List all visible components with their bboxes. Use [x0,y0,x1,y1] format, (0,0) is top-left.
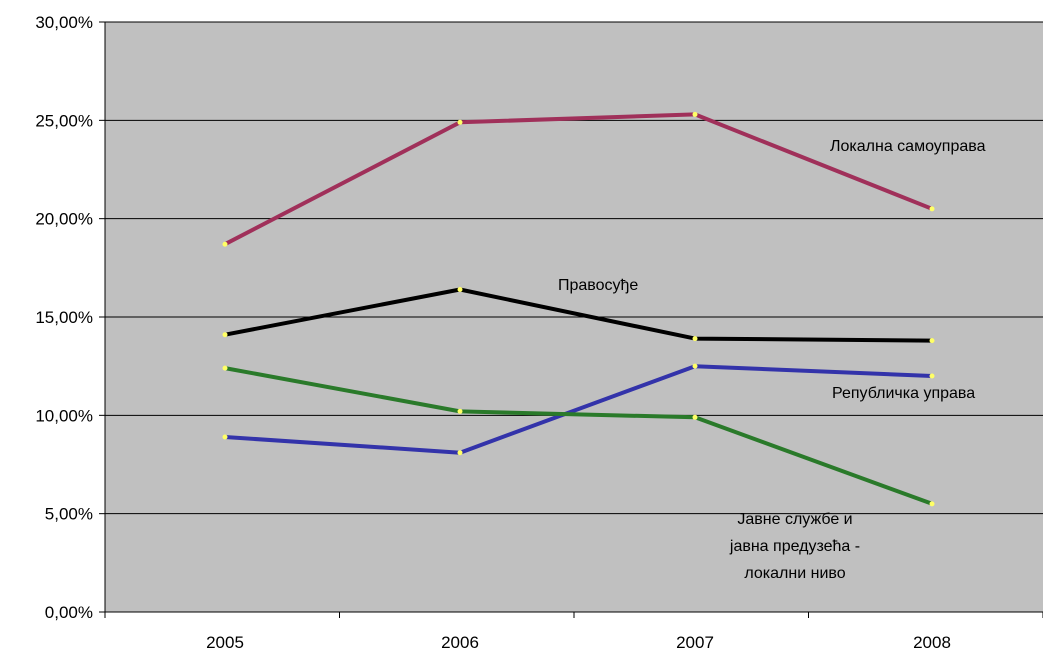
y-axis-ticks: 0,00% 5,00% 10,00% 15,00% 20,00% 25,00% 30,00% [35,13,93,622]
data-point [457,450,463,456]
data-point [692,336,698,342]
data-point [692,111,698,117]
data-point [692,414,698,420]
x-tick-label: 2006 [441,633,479,652]
series-line-2 [224,364,933,455]
data-point [222,332,228,338]
series-line-0 [224,112,933,246]
data-point [692,363,698,369]
data-point [929,501,935,507]
annotation-javne-line1: Јавне службе и [737,511,852,528]
series-line-1 [224,287,933,343]
x-tick-label: 2005 [206,633,244,652]
data-point [457,408,463,414]
y-tick-label: 10,00% [35,406,93,425]
series-lines [222,111,935,507]
data-point [457,286,463,292]
data-point [222,434,228,440]
y-tick-label: 25,00% [35,111,93,130]
annotation-javne-line3: локални ниво [744,565,845,582]
y-tick-label: 0,00% [45,603,93,622]
data-point [929,373,935,379]
annotation-pravosudje: Правосуђе [558,277,638,294]
x-tick-label: 2007 [676,633,714,652]
annotation-republicka: Републичка управа [832,385,975,402]
series-annotations: Локална самоуправа Правосуђе Републичка … [558,138,986,582]
annotation-lokalna: Локална самоуправа [830,138,986,155]
annotation-javne-line2: јавна предузећа - [729,538,860,555]
x-tick-label: 2008 [913,633,951,652]
y-tick-label: 20,00% [35,210,93,229]
data-point [222,241,228,247]
data-point [929,206,935,212]
axes [99,21,1043,618]
data-point [457,119,463,125]
data-point [222,365,228,371]
series-line-3 [224,366,933,506]
y-tick-label: 30,00% [35,13,93,32]
y-tick-label: 15,00% [35,308,93,327]
y-tick-label: 5,00% [45,505,93,524]
data-point [929,338,935,344]
x-axis-ticks: 2005 2006 2007 2008 [206,633,951,652]
